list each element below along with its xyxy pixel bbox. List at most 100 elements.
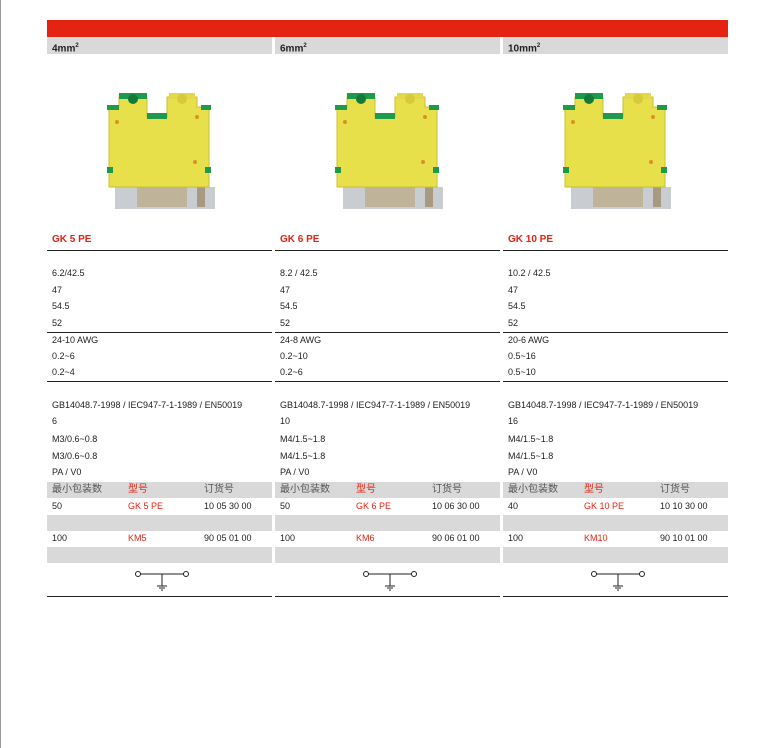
wire-range: 0.2~6 xyxy=(52,351,75,361)
divider xyxy=(503,250,728,251)
pack-qty: 40 xyxy=(508,501,519,511)
material: PA / V0 xyxy=(52,467,82,477)
band xyxy=(503,547,728,563)
band xyxy=(275,515,500,531)
cross-section-header: 4mm2 xyxy=(47,37,272,54)
header-model: 型号 xyxy=(584,484,604,495)
material: PA / V0 xyxy=(508,467,538,477)
divider xyxy=(275,332,500,333)
divider xyxy=(47,250,272,251)
screw-spec: M3/0.6~0.8 xyxy=(52,451,98,461)
model: GK 5 PE xyxy=(128,501,164,511)
order-number: 10 06 30 00 xyxy=(432,501,480,511)
divider xyxy=(47,381,272,382)
dimension-value: 47 xyxy=(52,285,63,295)
screw-spec: M3/0.6~0.8 xyxy=(52,434,98,444)
pack-qty: 100 xyxy=(508,533,524,543)
wire-range: 0.5~16 xyxy=(508,351,536,361)
wire-range: 0.2~4 xyxy=(52,367,75,377)
dimension-value: 52 xyxy=(52,318,63,328)
ground-symbol-icon xyxy=(591,571,645,591)
order-header-band xyxy=(503,482,728,498)
header-order-no: 订货号 xyxy=(432,484,462,495)
dimensions: 8.2 / 42.5 xyxy=(280,268,318,278)
pack-qty: 50 xyxy=(280,501,291,511)
ground-symbol-icon xyxy=(135,571,189,591)
wire-range: 0.2~6 xyxy=(280,367,303,377)
dimension-value: 52 xyxy=(280,318,291,328)
pack-qty: 100 xyxy=(52,533,68,543)
band xyxy=(47,547,272,563)
dimension-value: 47 xyxy=(508,285,519,295)
order-number: 90 10 01 00 xyxy=(660,533,708,543)
divider xyxy=(47,332,272,333)
order-number: 90 06 01 00 xyxy=(432,533,480,543)
header-order-no: 订货号 xyxy=(660,484,690,495)
header-min-pack: 最小包装数 xyxy=(280,484,330,495)
model: GK 6 PE xyxy=(356,501,392,511)
standard: GB14048.7-1998 / IEC947-7-1-1989 / EN500… xyxy=(508,400,699,410)
product-column: 6mm2 GK 6 PE 8.2 / 42.5 47 54.5 52 24-8 … xyxy=(275,37,500,607)
screw-spec: M4/1.5~1.8 xyxy=(508,434,554,444)
pack-qty: 100 xyxy=(280,533,296,543)
standard: GB14048.7-1998 / IEC947-7-1-1989 / EN500… xyxy=(280,400,471,410)
rated-current: 10 xyxy=(280,416,291,426)
wire-awg: 20-6 AWG xyxy=(508,335,550,345)
divider xyxy=(47,596,272,597)
divider xyxy=(275,250,500,251)
rated-current: 6 xyxy=(52,416,58,426)
rated-current: 16 xyxy=(508,416,519,426)
product-column: 10mm2 GK 10 PE 10.2 / 42.5 47 54.5 52 20… xyxy=(503,37,728,607)
screw-spec: M4/1.5~1.8 xyxy=(280,434,326,444)
product-column: 4mm2 GK 5 PE 6.2/42.5 47 54.5 52 24-10 A… xyxy=(47,37,272,607)
product-title: GK 10 PE xyxy=(508,234,554,245)
model: GK 10 PE xyxy=(584,501,625,511)
header-model: 型号 xyxy=(356,484,376,495)
dimensions: 6.2/42.5 xyxy=(52,268,85,278)
model: KM5 xyxy=(128,533,147,543)
dimension-value: 54.5 xyxy=(52,301,70,311)
wire-awg: 24-8 AWG xyxy=(280,335,322,345)
screw-spec: M4/1.5~1.8 xyxy=(280,451,326,461)
standard: GB14048.7-1998 / IEC947-7-1-1989 / EN500… xyxy=(52,400,243,410)
order-number: 10 05 30 00 xyxy=(204,501,252,511)
band xyxy=(47,515,272,531)
divider xyxy=(275,596,500,597)
order-header-band xyxy=(47,482,272,498)
page-border xyxy=(0,0,1,748)
order-number: 90 05 01 00 xyxy=(204,533,252,543)
order-number: 10 10 30 00 xyxy=(660,501,708,511)
ground-symbol-icon xyxy=(363,571,417,591)
product-title: GK 5 PE xyxy=(52,234,92,245)
divider xyxy=(503,381,728,382)
band xyxy=(275,547,500,563)
wire-awg: 24-10 AWG xyxy=(52,335,99,345)
terminal-block-image xyxy=(563,93,671,209)
dimension-value: 47 xyxy=(280,285,291,295)
pack-qty: 50 xyxy=(52,501,63,511)
wire-range: 0.5~10 xyxy=(508,367,536,377)
model: KM6 xyxy=(356,533,375,543)
divider xyxy=(503,596,728,597)
header-red-bar xyxy=(47,20,728,37)
header-order-no: 订货号 xyxy=(204,484,234,495)
cross-section-header: 6mm2 xyxy=(275,37,500,54)
dimension-value: 54.5 xyxy=(508,301,526,311)
band xyxy=(503,515,728,531)
material: PA / V0 xyxy=(280,467,310,477)
wire-range: 0.2~10 xyxy=(280,351,308,361)
product-title: GK 6 PE xyxy=(280,234,320,245)
screw-spec: M4/1.5~1.8 xyxy=(508,451,554,461)
divider xyxy=(275,381,500,382)
terminal-block-image xyxy=(335,93,443,209)
dimension-value: 52 xyxy=(508,318,519,328)
model: KM10 xyxy=(584,533,608,543)
dimension-value: 54.5 xyxy=(280,301,298,311)
dimensions: 10.2 / 42.5 xyxy=(508,268,551,278)
terminal-block-image xyxy=(107,93,215,209)
header-min-pack: 最小包装数 xyxy=(52,484,102,495)
order-header-band xyxy=(275,482,500,498)
header-min-pack: 最小包装数 xyxy=(508,484,558,495)
header-model: 型号 xyxy=(128,484,148,495)
divider xyxy=(503,332,728,333)
